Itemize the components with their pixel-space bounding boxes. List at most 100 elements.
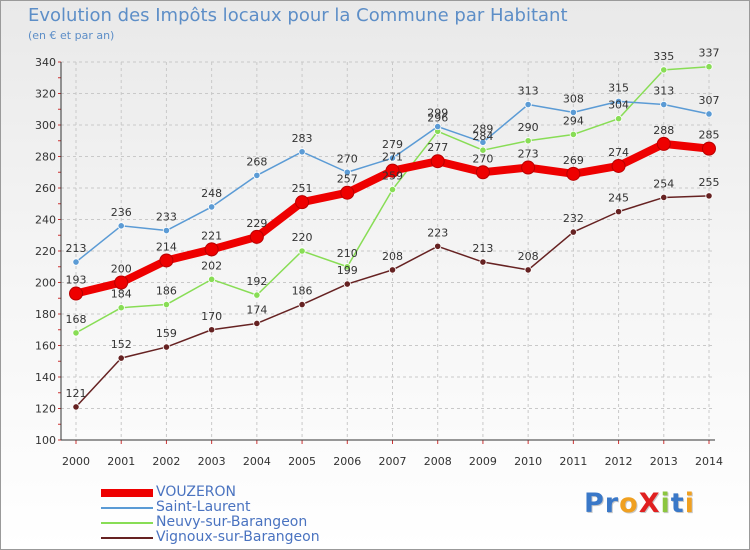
data-point (434, 242, 442, 250)
data-label: 337 (698, 47, 719, 60)
data-point (479, 146, 487, 154)
y-tick-label: 300 (35, 119, 56, 132)
data-point (162, 226, 171, 235)
data-label: 229 (246, 217, 267, 230)
data-label: 289 (472, 122, 493, 135)
legend-item-vouzeron: VOUZERON (101, 484, 421, 500)
data-point (614, 208, 623, 216)
data-point (117, 222, 125, 230)
y-tick-label: 340 (35, 56, 56, 69)
data-point (430, 154, 445, 169)
data-label: 220 (292, 231, 313, 244)
data-point (117, 354, 125, 362)
data-point (343, 168, 351, 176)
logo-letter: t (670, 488, 685, 519)
data-label: 184 (111, 288, 132, 301)
data-point (69, 286, 83, 301)
data-point (298, 300, 306, 309)
legend-swatch (101, 522, 153, 524)
data-label: 213 (66, 242, 87, 255)
data-point (249, 229, 264, 244)
data-label: 193 (66, 274, 87, 287)
data-point (298, 247, 306, 255)
data-point (343, 280, 351, 288)
data-point (614, 97, 623, 105)
data-point (521, 160, 536, 175)
y-tick-label: 280 (35, 151, 56, 164)
legend-item-saint-laurent: Saint-Laurent (101, 499, 421, 515)
legend-swatch (101, 537, 153, 539)
data-label: 233 (156, 211, 177, 224)
data-point (204, 242, 219, 257)
data-label: 313 (518, 85, 539, 98)
data-point (253, 319, 261, 328)
data-label: 208 (382, 250, 403, 263)
data-label: 315 (608, 81, 629, 94)
data-label: 335 (653, 50, 674, 63)
y-tick-label: 180 (35, 308, 56, 321)
data-label: 284 (472, 130, 493, 143)
data-point (614, 115, 623, 123)
data-point (117, 304, 125, 312)
data-point (72, 403, 80, 411)
data-point (388, 266, 397, 274)
data-label: 268 (246, 155, 267, 168)
data-label: 200 (111, 263, 132, 276)
data-label: 283 (292, 132, 313, 145)
x-tick-label: 2002 (152, 455, 180, 468)
data-label: 251 (292, 182, 313, 195)
legend-item-vignoux-sur-barangeon: Vignoux-sur-Barangeon (101, 529, 421, 545)
data-label: 192 (246, 275, 267, 288)
data-point (475, 165, 490, 180)
data-label: 255 (698, 176, 719, 189)
data-point (701, 141, 716, 156)
data-point (72, 258, 80, 266)
y-tick-label: 100 (35, 434, 56, 447)
data-point (340, 185, 355, 200)
data-label: 199 (337, 264, 358, 277)
data-point (72, 329, 80, 337)
data-label: 274 (608, 146, 629, 159)
data-label: 170 (201, 310, 222, 323)
data-label: 294 (563, 114, 584, 127)
data-label: 307 (698, 94, 719, 107)
data-label: 304 (608, 99, 629, 112)
logo-letter: P (584, 488, 605, 519)
data-point (479, 138, 487, 146)
data-label: 308 (563, 92, 584, 105)
data-label: 269 (563, 154, 584, 167)
data-point (660, 193, 668, 202)
data-point (569, 228, 577, 236)
chart-subtitle: (en € et par an) (28, 29, 115, 42)
data-label: 296 (427, 111, 448, 124)
data-label: 159 (156, 327, 177, 340)
data-label: 186 (292, 285, 313, 298)
data-labels: 193 200 214 221 229 251 257 271 277 270 273 269 274 2… (66, 47, 720, 400)
data-point (434, 122, 442, 131)
x-tick-label: 2003 (198, 455, 226, 468)
y-tick-label: 220 (35, 245, 56, 258)
legend-label: VOUZERON (156, 484, 237, 500)
data-point (479, 258, 487, 266)
data-label: 214 (156, 240, 177, 253)
axes (58, 61, 715, 444)
y-tick-label: 200 (35, 277, 56, 290)
data-label: 285 (698, 129, 719, 142)
data-label: 313 (653, 85, 674, 98)
data-point (569, 108, 577, 117)
data-point (660, 66, 668, 74)
data-label: 223 (427, 226, 448, 239)
data-label: 210 (337, 247, 358, 260)
data-label: 121 (66, 387, 87, 400)
data-label: 152 (111, 338, 132, 351)
data-label: 290 (518, 121, 539, 134)
proxiti-logo: ProXiti (584, 488, 695, 519)
x-tick-label: 2014 (695, 455, 723, 468)
data-point (524, 137, 532, 145)
data-point (660, 100, 668, 109)
legend-swatch (101, 507, 153, 509)
data-point (159, 253, 174, 268)
data-label: 208 (518, 250, 539, 263)
data-label: 174 (246, 303, 267, 316)
